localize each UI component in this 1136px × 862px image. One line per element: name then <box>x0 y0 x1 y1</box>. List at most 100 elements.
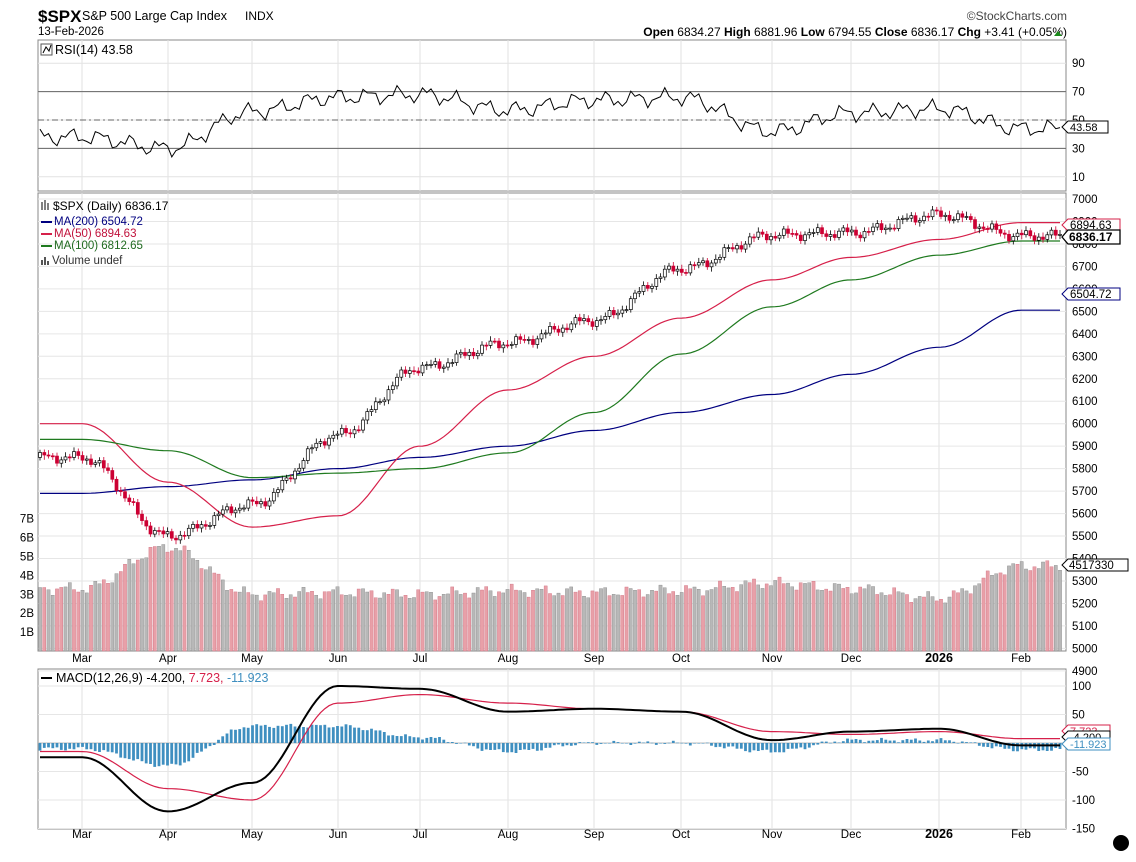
price-tick-label: 5900 <box>1072 441 1098 453</box>
volume-bar <box>382 592 387 652</box>
volume-bar <box>123 564 127 652</box>
volume-bar <box>161 544 166 652</box>
volume-bar <box>1007 565 1011 652</box>
macd-histogram-bar <box>922 741 926 743</box>
volume-bar <box>671 591 675 652</box>
volume-bar <box>658 584 663 652</box>
volume-bar <box>505 589 510 652</box>
macd-histogram-bar <box>846 738 849 743</box>
candle-body <box>879 223 884 231</box>
candle-body <box>263 501 268 507</box>
volume-bar <box>943 602 947 652</box>
macd-histogram-bar <box>688 743 692 746</box>
macd-histogram-bar <box>718 743 722 747</box>
macd-histogram-bar <box>106 743 110 752</box>
candle-body <box>72 451 76 458</box>
candle-body <box>722 247 727 258</box>
volume-bar <box>80 590 85 652</box>
month-tick-label: Oct <box>672 829 691 841</box>
macd-histogram-bar <box>408 736 412 743</box>
candle-body <box>709 262 714 268</box>
candle-body <box>267 500 272 507</box>
macd-histogram-bar <box>38 743 42 751</box>
candle-body <box>620 309 625 314</box>
volume-bar <box>603 587 607 652</box>
volume-bar <box>769 585 773 652</box>
volume-bar <box>305 592 310 652</box>
candle-body <box>127 497 132 502</box>
candle-body <box>433 361 438 365</box>
macd-histogram-bar <box>361 730 365 743</box>
candle-body <box>977 226 982 229</box>
candle-body <box>981 226 986 229</box>
candle-body <box>208 525 212 527</box>
macd-plot <box>38 685 1062 813</box>
volume-bar <box>560 595 565 652</box>
rsi-tick-label: 90 <box>1072 58 1085 70</box>
candle-body <box>684 272 688 274</box>
volume-bar <box>917 596 922 652</box>
volume-bar <box>276 588 280 652</box>
macd-histogram-bar <box>119 743 123 758</box>
macd-histogram-bar <box>892 740 896 743</box>
macd-histogram-bar <box>973 742 977 743</box>
volume-bar <box>998 572 1003 652</box>
month-tick-label: Mar <box>72 829 92 841</box>
candle-body <box>390 385 395 390</box>
candle-body <box>59 459 64 464</box>
volume-tick-label: 5B <box>20 552 34 564</box>
candle-body <box>968 216 973 220</box>
candle-body <box>322 441 327 446</box>
volume-bar <box>688 588 692 652</box>
volume-bar <box>1049 566 1054 652</box>
candle-body <box>1002 232 1007 235</box>
volume-bar <box>84 592 89 652</box>
candle-body <box>849 229 854 233</box>
volume-bar <box>148 547 153 652</box>
macd-histogram-bar <box>98 743 101 752</box>
volume-bar <box>76 591 81 652</box>
volume-bar <box>900 592 905 652</box>
macd-histogram-bar <box>880 737 883 743</box>
candle-body <box>178 534 183 541</box>
candle-body <box>378 401 382 404</box>
rsi-tick-label: 10 <box>1072 172 1085 184</box>
volume-bar <box>628 588 633 652</box>
candle-body <box>832 234 837 238</box>
candle-body <box>667 265 671 270</box>
macd-histogram-bar <box>1037 743 1041 751</box>
candle-body <box>46 454 51 457</box>
candle-body <box>212 515 217 526</box>
macd-histogram-bar <box>616 742 620 743</box>
volume-bar <box>841 588 845 652</box>
macd-histogram-bar <box>829 742 832 744</box>
volume-bar <box>739 584 743 652</box>
macd-histogram-bar <box>110 743 114 753</box>
volume-bar <box>441 594 446 652</box>
price-tick-label: 5200 <box>1072 598 1098 610</box>
macd-histogram-bar <box>612 740 616 743</box>
macd-histogram-bar <box>999 743 1002 747</box>
volume-bar <box>705 590 709 652</box>
menu-dot-icon[interactable] <box>1113 835 1129 851</box>
ma100-line <box>40 240 1060 479</box>
volume-bar <box>310 591 314 652</box>
macd-histogram-bar <box>212 743 216 745</box>
macd-histogram-bar <box>650 742 654 744</box>
volume-bar <box>471 592 476 652</box>
macd-histogram-bar <box>429 737 433 743</box>
volume-bars <box>38 544 1062 652</box>
macd-histogram-bar <box>799 743 803 748</box>
volume-bar <box>909 602 913 652</box>
macd-histogram-bar <box>778 743 781 753</box>
candle-body <box>301 460 306 469</box>
macd-histogram-bar <box>404 734 407 743</box>
candle-body <box>820 227 824 235</box>
volume-bar <box>679 592 684 652</box>
candle-body <box>539 333 544 340</box>
candle-body <box>548 326 552 334</box>
candle-body <box>837 230 841 238</box>
volume-bar <box>46 589 51 652</box>
macd-histogram-bar <box>535 743 539 751</box>
